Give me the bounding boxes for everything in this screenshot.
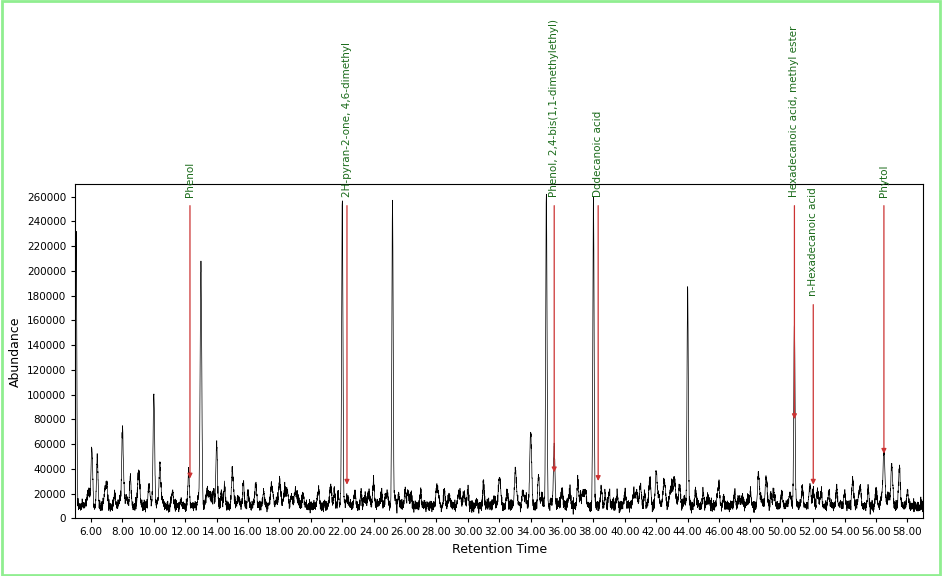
Text: Phytol: Phytol <box>879 164 889 196</box>
Text: n-Hexadecanoic acid: n-Hexadecanoic acid <box>808 187 819 295</box>
Text: Hexadecanoic acid, methyl ester: Hexadecanoic acid, methyl ester <box>789 25 800 196</box>
Text: Phenol: Phenol <box>185 161 195 196</box>
Text: 2H-pyran-2-one, 4,6-dimethyl: 2H-pyran-2-one, 4,6-dimethyl <box>342 41 352 196</box>
Y-axis label: Abundance: Abundance <box>8 316 22 386</box>
Text: Phenol, 2,4-bis(1,1-dimethylethyl): Phenol, 2,4-bis(1,1-dimethylethyl) <box>549 18 560 196</box>
Text: Dodecanoic acid: Dodecanoic acid <box>593 111 603 196</box>
X-axis label: Retention Time: Retention Time <box>452 543 546 556</box>
